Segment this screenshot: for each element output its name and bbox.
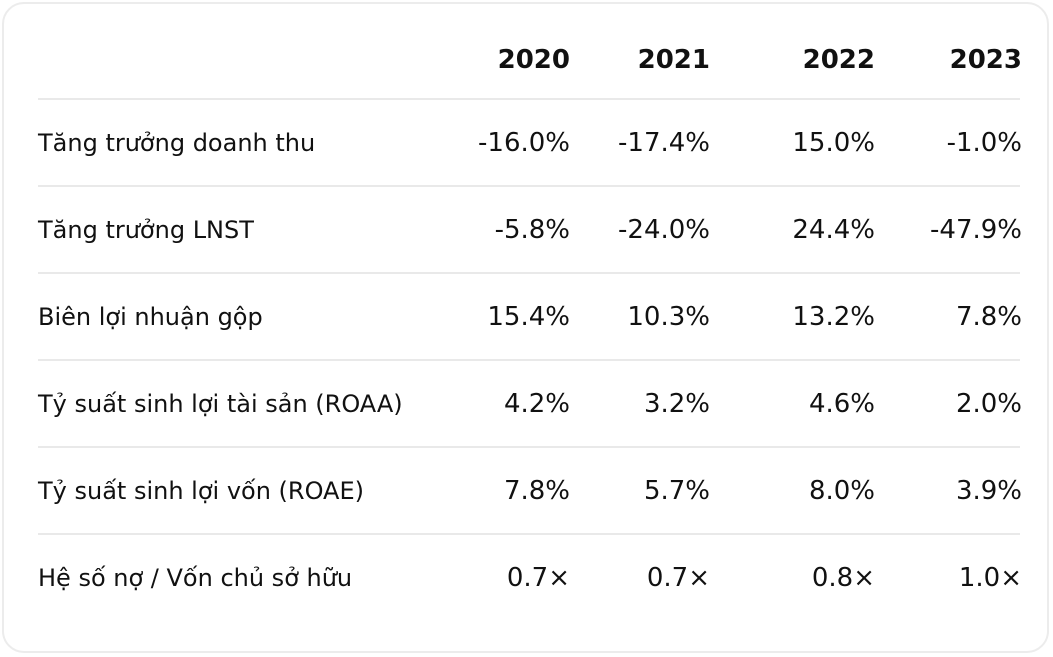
column-header-2020: 2020 [497,45,570,75]
table-cell: 10.3% [627,302,710,332]
table-cell: 8.0% [808,476,875,506]
row-label: Tăng trưởng LNST [38,216,254,244]
divider [38,272,1020,274]
table-cell: 4.6% [808,389,875,419]
table-cell: 0.8× [811,563,875,593]
table-row: Hệ số nợ / Vốn chủ sở hữu 0.7× 0.7× 0.8×… [4,535,1051,622]
table-row: Tỷ suất sinh lợi vốn (ROAE) 7.8% 5.7% 8.… [4,448,1051,535]
table-cell: -24.0% [618,215,710,245]
table-cell: 0.7× [646,563,710,593]
column-header-2023: 2023 [949,45,1022,75]
divider [38,359,1020,361]
table-row: Tăng trưởng doanh thu -16.0% -17.4% 15.0… [4,100,1051,187]
table-row: Biên lợi nhuận gộp 15.4% 10.3% 13.2% 7.8… [4,274,1051,361]
row-label: Biên lợi nhuận gộp [38,303,263,331]
table-cell: -17.4% [618,128,710,158]
row-label: Tăng trưởng doanh thu [38,129,316,157]
table-cell: -5.8% [494,215,570,245]
table-cell: 7.8% [955,302,1022,332]
table-cell: 5.7% [643,476,710,506]
divider [38,533,1020,535]
divider [38,98,1020,100]
table-cell: 7.8% [503,476,570,506]
table-cell: -47.9% [930,215,1022,245]
table-cell: 3.9% [955,476,1022,506]
row-label: Hệ số nợ / Vốn chủ sở hữu [38,564,353,592]
divider [38,185,1020,187]
table-cell: -1.0% [946,128,1022,158]
row-label: Tỷ suất sinh lợi tài sản (ROAA) [38,390,403,418]
column-header-2021: 2021 [637,45,710,75]
table-cell: 1.0× [958,563,1022,593]
table-header: 2020 2021 2022 2023 [4,4,1051,100]
column-header-2022: 2022 [802,45,875,75]
table-cell: 15.4% [487,302,570,332]
table-cell: 13.2% [792,302,875,332]
table-cell: 0.7× [506,563,570,593]
row-label: Tỷ suất sinh lợi vốn (ROAE) [38,477,365,505]
table-row: Tỷ suất sinh lợi tài sản (ROAA) 4.2% 3.2… [4,361,1051,448]
table-cell: 3.2% [643,389,710,419]
table-cell: -16.0% [478,128,570,158]
divider [38,446,1020,448]
table-cell: 4.2% [503,389,570,419]
table-cell: 2.0% [955,389,1022,419]
table-row: Tăng trưởng LNST -5.8% -24.0% 24.4% -47.… [4,187,1051,274]
table-cell: 15.0% [792,128,875,158]
table-cell: 24.4% [792,215,875,245]
